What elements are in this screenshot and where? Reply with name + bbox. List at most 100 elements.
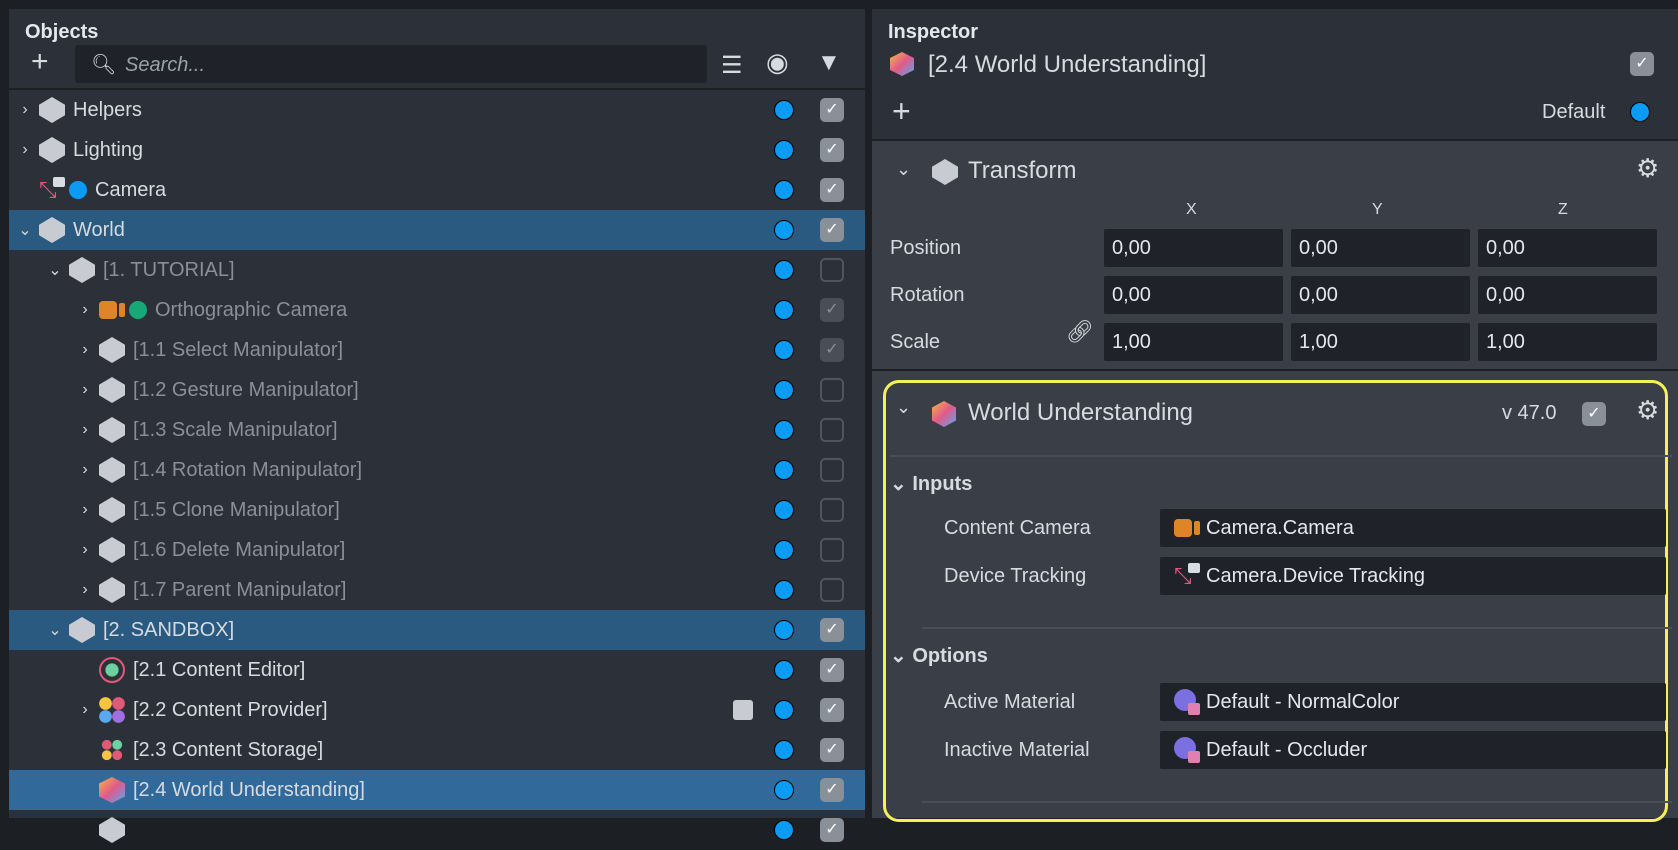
enabled-checkbox[interactable]: ✓ [820,298,844,322]
chevron-right-icon[interactable]: › [82,381,88,398]
chevron-right-icon[interactable]: › [82,581,88,598]
layer-label[interactable]: Default [1542,101,1606,123]
options-group[interactable]: ⌄ Options [890,645,988,667]
transform-value-input[interactable]: 1,00 [1291,323,1470,361]
visibility-dot[interactable] [774,140,794,160]
enabled-checkbox[interactable]: ✓ [820,218,844,242]
add-object-button[interactable]: + [31,45,49,78]
tree-row[interactable]: › [1.4 Rotation Manipulator] [9,450,865,490]
tree-row[interactable]: › [1.5 Clone Manipulator] [9,490,865,530]
transform-value-input[interactable]: 0,00 [1478,229,1657,267]
tree-row[interactable]: › [1.2 Gesture Manipulator] [9,370,865,410]
transform-value-input[interactable]: 1,00 [1478,323,1657,361]
add-component-button[interactable]: + [892,93,911,129]
enabled-checkbox[interactable] [820,378,844,402]
visibility-dot[interactable] [774,540,794,560]
tree-row[interactable]: › [1.7 Parent Manipulator] [9,570,865,610]
tree-row[interactable]: › Lighting ✓ [9,130,865,170]
visibility-dot[interactable] [774,340,794,360]
chevron-right-icon[interactable]: › [82,701,88,718]
transform-value-input[interactable]: 0,00 [1104,276,1283,314]
transform-value-input[interactable]: 0,00 [1478,276,1657,314]
chevron-right-icon[interactable]: › [82,421,88,438]
link-scale-icon[interactable]: 🔗︎ [1066,319,1094,344]
reference-field[interactable]: Camera.Camera [1160,509,1666,547]
chevron-down-icon[interactable]: ⌄ [896,159,912,179]
chevron-down-icon[interactable]: ⌄ [48,622,62,639]
enabled-checkbox[interactable] [820,458,844,482]
tree-row[interactable]: [2.3 Content Storage] ✓ [9,730,865,770]
chevron-down-icon[interactable]: ⌄ [896,397,912,417]
visibility-dot[interactable] [774,700,794,720]
visibility-dot[interactable] [774,220,794,240]
enabled-checkbox[interactable]: ✓ [820,338,844,362]
tree-row[interactable]: ⤡ Camera ✓ [9,170,865,210]
reference-field[interactable]: Default - Occluder [1160,731,1666,769]
tree-row[interactable]: ✓ [9,810,865,850]
enabled-checkbox[interactable]: ✓ [820,618,844,642]
visibility-dot[interactable] [774,580,794,600]
visibility-dot[interactable] [774,660,794,680]
enabled-checkbox[interactable]: ✓ [820,98,844,122]
enabled-checkbox[interactable]: ✓ [820,818,844,842]
visibility-dot[interactable] [774,100,794,120]
visibility-dot[interactable] [774,460,794,480]
visibility-dot[interactable] [774,420,794,440]
tree-row[interactable]: ⌄ [2. SANDBOX] ✓ [9,610,865,650]
tree-row[interactable]: › Helpers ✓ [9,90,865,130]
visibility-dot[interactable] [774,780,794,800]
gear-icon[interactable]: ⚙ [1636,395,1660,425]
enabled-checkbox[interactable] [820,418,844,442]
transform-value-input[interactable]: 0,00 [1291,229,1470,267]
enabled-checkbox[interactable]: ✓ [820,738,844,762]
visibility-dot[interactable] [774,740,794,760]
tree-row[interactable]: ⌄ World ✓ [9,210,865,250]
tree-row[interactable]: › [1.6 Delete Manipulator] [9,530,865,570]
enabled-checkbox[interactable]: ✓ [820,778,844,802]
tree-row[interactable]: › Orthographic Camera ✓ [9,290,865,330]
hierarchy-view-icon[interactable]: ☰ [721,52,743,79]
visibility-dot[interactable] [774,300,794,320]
enabled-checkbox[interactable] [820,258,844,282]
tree-row[interactable]: › [1.3 Scale Manipulator] [9,410,865,450]
object-name[interactable]: [2.4 World Understanding] [928,51,1207,78]
chevron-right-icon[interactable]: › [82,461,88,478]
enabled-checkbox[interactable]: ✓ [820,658,844,682]
visibility-dot[interactable] [774,620,794,640]
component-enabled-checkbox[interactable]: ✓ [1582,402,1606,426]
enabled-checkbox[interactable] [820,578,844,602]
tree-row[interactable]: [2.1 Content Editor] ✓ [9,650,865,690]
chevron-right-icon[interactable]: › [82,541,88,558]
visibility-dot[interactable] [774,180,794,200]
tree-row[interactable]: [2.4 World Understanding] ✓ [9,770,865,810]
chevron-down-icon[interactable]: ⌄ [48,262,62,279]
enabled-checkbox[interactable] [820,498,844,522]
tree-row[interactable]: › [1.1 Select Manipulator] ✓ [9,330,865,370]
visibility-dot[interactable] [774,260,794,280]
gear-icon[interactable]: ⚙ [1636,153,1660,183]
transform-value-input[interactable]: 1,00 [1104,323,1283,361]
visibility-dot[interactable] [774,820,794,840]
enabled-checkbox[interactable]: ✓ [820,178,844,202]
layer-color-dot[interactable] [1630,102,1650,122]
search-input[interactable]: 🔍︎ Search... [75,45,707,83]
object-enabled-checkbox[interactable]: ✓ [1630,52,1654,76]
chevron-right-icon[interactable]: › [82,341,88,358]
enabled-checkbox[interactable] [820,538,844,562]
reference-field[interactable]: ⤡ Camera.Device Tracking [1160,557,1666,595]
chevron-right-icon[interactable]: › [22,141,28,158]
reference-field[interactable]: Default - NormalColor [1160,683,1666,721]
chevron-right-icon[interactable]: › [82,501,88,518]
visibility-dot[interactable] [774,500,794,520]
visibility-dot[interactable] [774,380,794,400]
tree-row[interactable]: ⌄ [1. TUTORIAL] [9,250,865,290]
chevron-right-icon[interactable]: › [82,301,88,318]
tree-row[interactable]: › [2.2 Content Provider] ✓ [9,690,865,730]
enabled-checkbox[interactable]: ✓ [820,698,844,722]
eye-icon[interactable]: ◉ [766,47,789,77]
transform-value-input[interactable]: 0,00 [1291,276,1470,314]
inputs-group[interactable]: ⌄ Inputs [890,473,973,495]
transform-value-input[interactable]: 0,00 [1104,229,1283,267]
chevron-down-icon[interactable]: ⌄ [18,222,32,239]
filter-icon[interactable]: ▼ [817,49,841,76]
